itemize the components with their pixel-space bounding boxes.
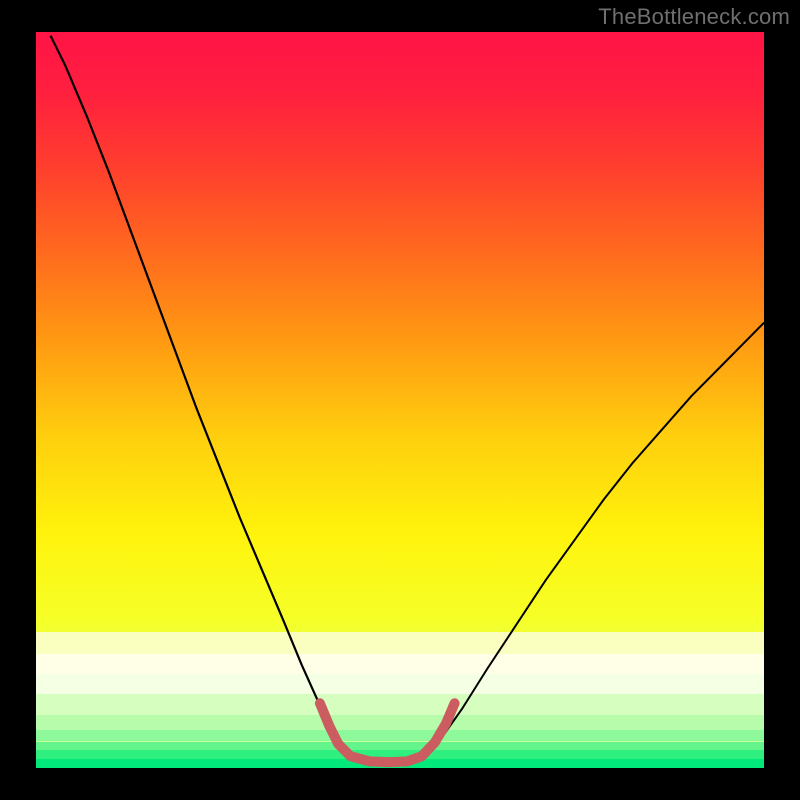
- bottleneck-trough-highlight: [320, 703, 455, 762]
- bottleneck-curve-left: [51, 36, 346, 751]
- chart-frame: [36, 32, 764, 768]
- chart-overlay: [36, 32, 764, 768]
- chart-stage: TheBottleneck.com: [0, 0, 800, 800]
- watermark-text: TheBottleneck.com: [598, 4, 790, 30]
- bottleneck-curve-right: [429, 323, 764, 751]
